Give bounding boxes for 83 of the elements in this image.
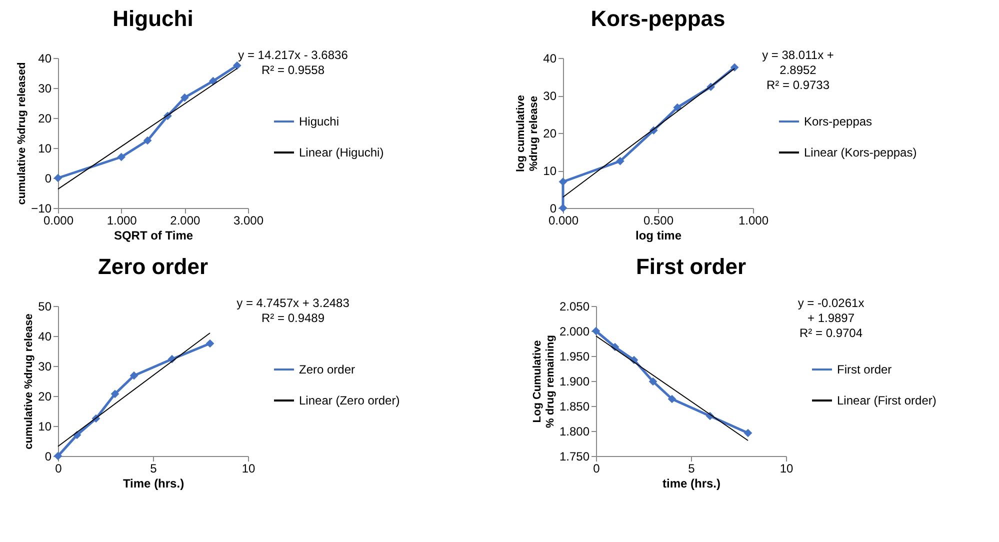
- chart-title: First order: [636, 254, 746, 279]
- annotation: y = 4.7457x + 3.2483: [236, 296, 350, 310]
- y-tick-label: 50: [38, 300, 52, 314]
- x-axis-title: log time: [635, 228, 682, 242]
- y-tick-label: 1.900: [559, 374, 590, 388]
- y-tick-label: 10: [38, 142, 52, 156]
- point: [730, 63, 739, 72]
- y-axis-title: cumulative %drug release: [23, 314, 36, 450]
- point: [668, 394, 676, 404]
- point: [673, 103, 682, 112]
- legend-label: Linear (Kors-peppas): [804, 146, 917, 160]
- y-axis-title: cumulative %drug released: [16, 62, 28, 205]
- y-tick-label: 0: [550, 202, 557, 216]
- y-tick-label: 1.850: [559, 400, 590, 414]
- chart-title: Zero order: [98, 254, 208, 279]
- chart-title: Kors-peppas: [590, 6, 726, 31]
- legend-label: Higuchi: [299, 114, 340, 128]
- y-axis-title: Log Cumulative % drug remaining: [531, 335, 556, 428]
- x-tick-label: 3.000: [233, 214, 264, 228]
- y-tick-label: 30: [38, 82, 52, 96]
- y-tick-label: 40: [38, 330, 52, 344]
- y-tick-label: 10: [38, 420, 52, 434]
- text: R² = 0.9558: [261, 63, 325, 77]
- legend-label: Linear (Zero order): [299, 394, 400, 408]
- x-tick-label: 0: [593, 462, 600, 476]
- point: [648, 377, 658, 386]
- y-tick-label: 20: [38, 112, 52, 126]
- point: [130, 371, 138, 380]
- point: [54, 174, 62, 182]
- point: [143, 136, 152, 145]
- annotation: y = 14.217x - 3.6836: [238, 48, 348, 62]
- legend-label: Linear (Higuchi): [299, 146, 384, 160]
- x-tick-label: 10: [780, 462, 794, 476]
- legend-label: Zero order: [299, 362, 356, 376]
- point: [180, 93, 189, 102]
- point: [592, 326, 600, 336]
- point: [206, 339, 214, 348]
- y-tick-label: 1.950: [559, 350, 590, 364]
- x-axis-title: time (hrs.): [662, 476, 721, 490]
- point: [616, 156, 624, 166]
- y-tick-label: 10: [543, 164, 557, 178]
- x-tick-label: 0.500: [643, 214, 674, 228]
- x-tick-label: 1.000: [738, 214, 769, 228]
- legend-label: First order: [837, 362, 892, 376]
- text: y = -0.0261x: [798, 296, 864, 310]
- y-tick-label: 1.750: [559, 450, 590, 464]
- y-axis-title: log cumulative %drug release: [515, 94, 540, 172]
- y-tick-label: −10: [31, 202, 52, 216]
- y-tick-label: 30: [38, 360, 52, 374]
- point: [232, 61, 242, 70]
- text: y = 38.011x +: [762, 48, 834, 62]
- y-tick-label: 0: [44, 450, 52, 464]
- x-axis-title: SQRT of Time: [114, 228, 194, 242]
- point: [744, 428, 752, 438]
- x-tick-label: 0.000: [548, 214, 579, 228]
- x-tick-label: 10: [242, 462, 256, 476]
- y-tick-label: 2.050: [559, 300, 590, 314]
- y-tick-label: 30: [543, 89, 557, 103]
- x-tick-label: 2.000: [170, 214, 201, 228]
- text: R² = 0.9704: [799, 326, 863, 340]
- y-tick-label: 2.000: [559, 324, 590, 338]
- y-tick-label: 40: [543, 52, 557, 66]
- x-tick-label: 5: [688, 462, 696, 476]
- x-tick-label: 5: [150, 462, 158, 476]
- chart-title: Higuchi: [112, 6, 194, 31]
- y-tick-label: 0: [44, 172, 52, 186]
- x-axis-title: Time (hrs.): [122, 476, 184, 490]
- x-tick-label: 0: [55, 462, 62, 476]
- y-tick-label: 1.800: [559, 424, 590, 438]
- text: R² = 0.9733: [766, 78, 830, 92]
- text: R² = 0.9489: [261, 311, 325, 325]
- y-tick-label: 40: [38, 52, 52, 66]
- x-tick-label: 1.000: [106, 214, 138, 228]
- legend-label: Linear (First order): [837, 394, 936, 408]
- text: + 1.9897: [807, 311, 855, 325]
- y-tick-label: 20: [543, 126, 557, 140]
- legend-label: Kors-peppas: [804, 114, 872, 128]
- x-tick-label: 0.000: [43, 214, 74, 228]
- point: [117, 152, 126, 162]
- y-tick-label: 20: [38, 390, 52, 404]
- point: [558, 178, 568, 186]
- point: [110, 390, 120, 398]
- text: 2.8952: [780, 63, 817, 77]
